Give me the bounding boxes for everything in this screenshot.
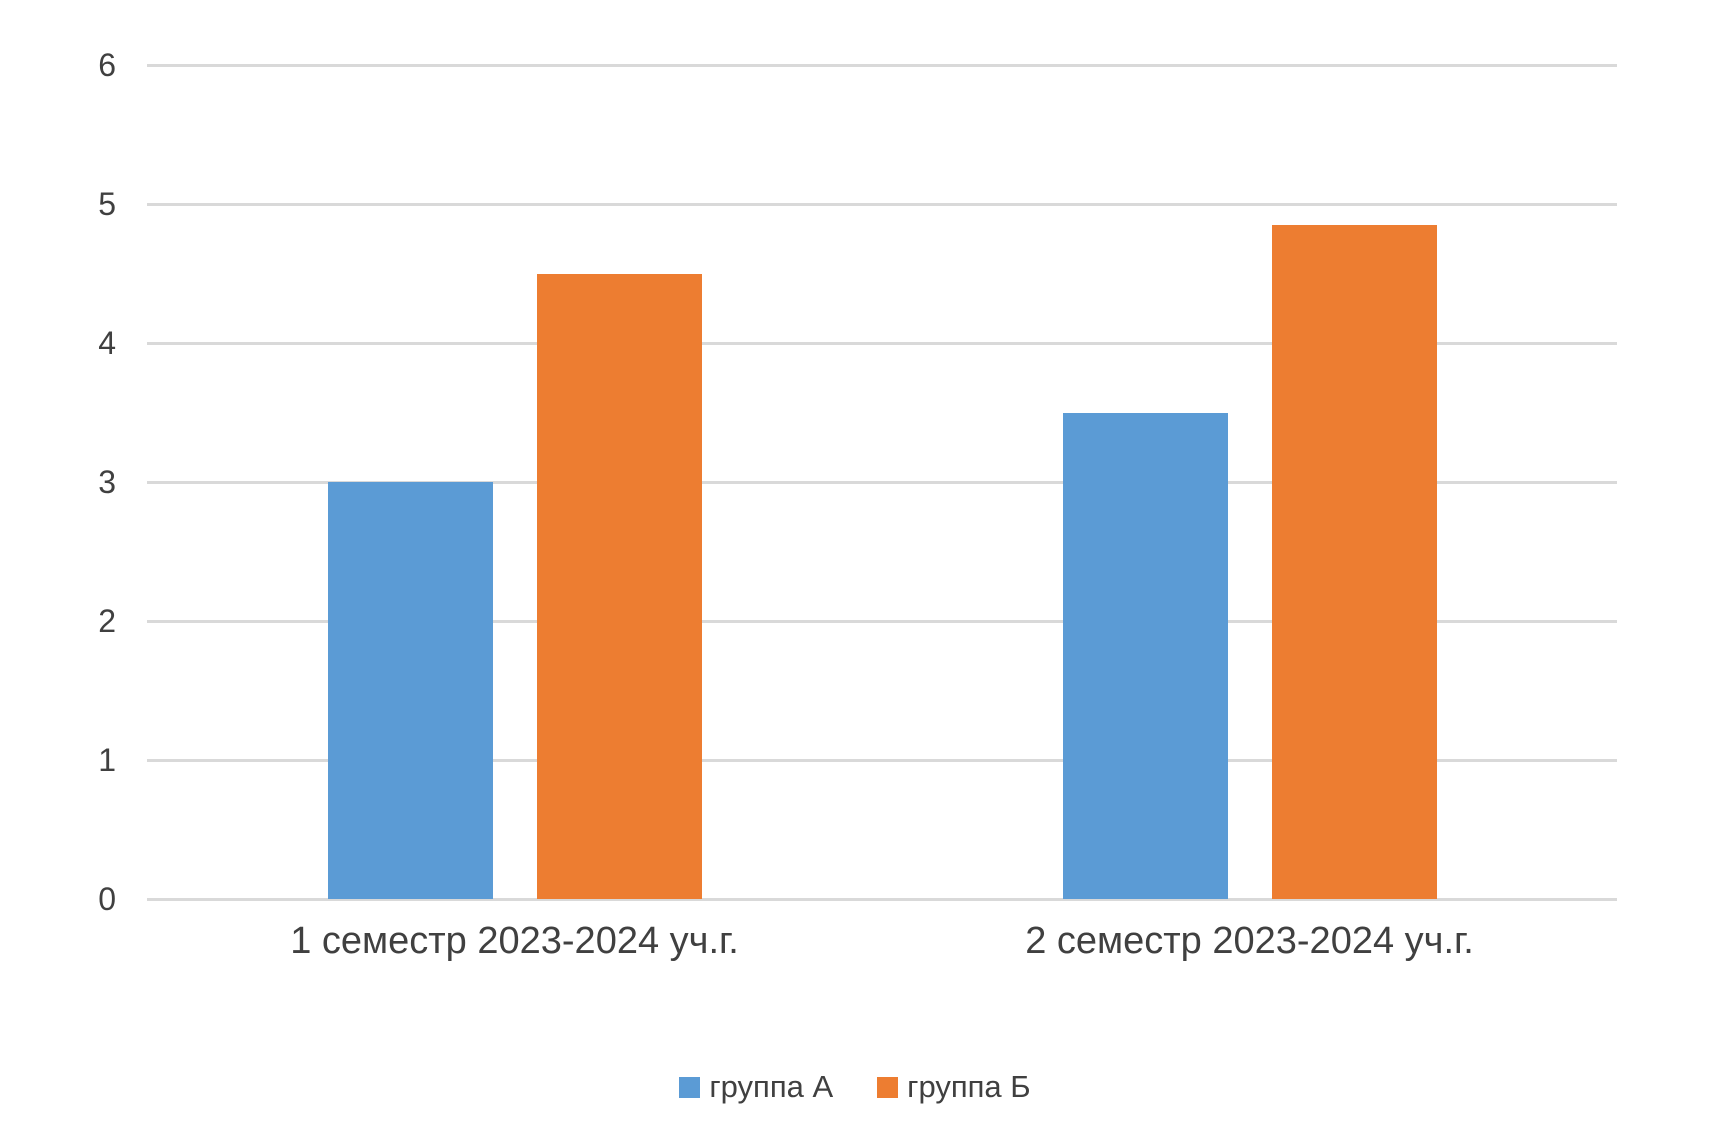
- legend-label: группа Б: [907, 1069, 1031, 1104]
- y-tick-label-6: 6: [98, 47, 116, 83]
- gridline-2: [147, 620, 1617, 623]
- gridline-1: [147, 759, 1617, 762]
- y-tick-label-1: 1: [98, 742, 116, 778]
- bar-series1-cat2: [1062, 412, 1228, 899]
- x-category-label-1: 1 семестр 2023-2024 уч.г.: [290, 920, 739, 962]
- gridline-4: [147, 342, 1617, 345]
- y-tick-label-4: 4: [98, 325, 116, 361]
- y-tick-label-0: 0: [98, 881, 116, 917]
- gridline-5: [147, 203, 1617, 206]
- legend-item-2: группа Б: [877, 1069, 1031, 1105]
- bar-series2-cat1: [536, 273, 702, 899]
- legend-swatch-icon: [877, 1076, 899, 1098]
- gridline-6: [147, 64, 1617, 67]
- legend-swatch-icon: [679, 1076, 701, 1098]
- y-tick-label-2: 2: [98, 603, 116, 639]
- legend: группа А группа Б: [0, 1062, 1710, 1112]
- legend-label: группа А: [709, 1069, 834, 1104]
- y-tick-label-5: 5: [98, 186, 116, 222]
- y-tick-label-3: 3: [98, 464, 116, 500]
- x-category-label-2: 2 семестр 2023-2024 уч.г.: [1025, 920, 1474, 962]
- gridline-0: [147, 898, 1617, 901]
- legend-item-1: группа А: [679, 1069, 833, 1105]
- bar-series2-cat2: [1271, 224, 1437, 899]
- bar-series1-cat1: [327, 482, 493, 899]
- gridline-3: [147, 481, 1617, 484]
